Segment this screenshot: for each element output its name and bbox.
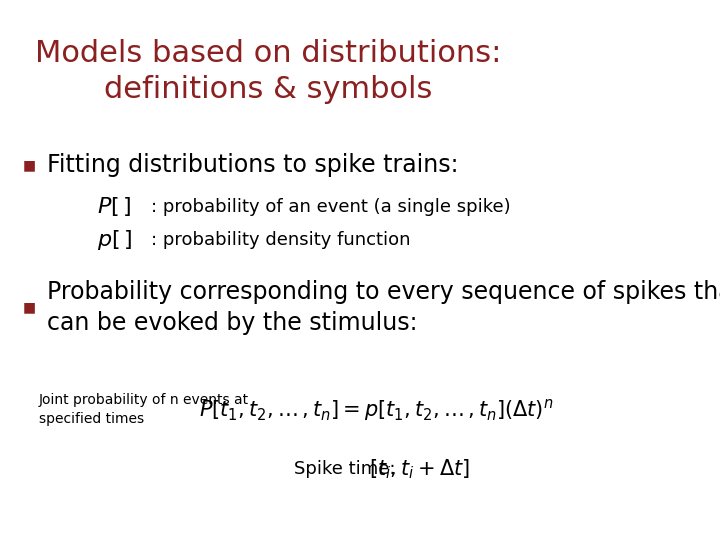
Text: Models based on distributions:
definitions & symbols: Models based on distributions: definitio… (35, 39, 501, 104)
Text: ■: ■ (23, 301, 36, 315)
Text: $p[\,]$: $p[\,]$ (97, 228, 132, 253)
Text: $P\left[t_1, t_2, \ldots\, , t_n\right] = p\left[t_1, t_2, \ldots\, , t_n\right]: $P\left[t_1, t_2, \ldots\, , t_n\right] … (199, 397, 553, 423)
Text: Fitting distributions to spike trains:: Fitting distributions to spike trains: (47, 153, 458, 177)
Text: $P[\,]$: $P[\,]$ (97, 195, 132, 218)
Text: : probability of an event (a single spike): : probability of an event (a single spik… (150, 198, 510, 215)
Text: Spike time:: Spike time: (294, 460, 396, 478)
Text: $\left[t_i, t_i + \Delta t\right]$: $\left[t_i, t_i + \Delta t\right]$ (369, 457, 470, 481)
Text: Joint probability of n events at
specified times: Joint probability of n events at specifi… (39, 394, 249, 426)
Text: ■: ■ (23, 158, 36, 172)
Text: Probability corresponding to every sequence of spikes that
can be evoked by the : Probability corresponding to every seque… (47, 280, 720, 335)
Text: : probability density function: : probability density function (150, 232, 410, 249)
